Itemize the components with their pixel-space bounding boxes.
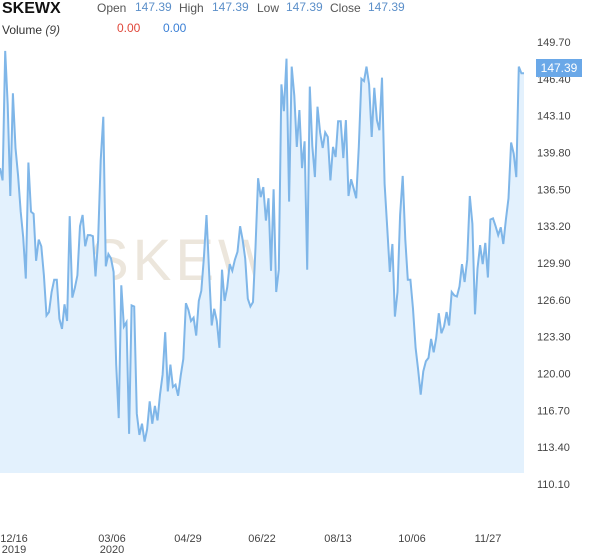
x-tick-year: 2019	[2, 544, 26, 556]
low-label: Low	[257, 1, 280, 15]
y-tick-label: 139.80	[537, 148, 571, 160]
y-tick-label: 136.50	[537, 184, 571, 196]
x-tick-year: 2020	[100, 544, 124, 556]
y-tick-label: 123.30	[537, 332, 571, 344]
high-label: High	[179, 1, 204, 15]
x-tick-label: 04/29	[174, 533, 202, 545]
x-tick-label: 03/06	[98, 533, 126, 545]
quote-header: SKEWX Open 147.39 High 147.39 Low 147.39…	[0, 0, 601, 40]
x-tick-label: 10/06	[398, 533, 426, 545]
x-tick-label: 06/22	[248, 533, 276, 545]
low-value: 147.39	[286, 0, 323, 14]
y-axis: 149.70 146.40 143.10 139.80 136.50 133.20 129.…	[537, 37, 571, 491]
volume-period: (9)	[45, 23, 61, 37]
symbol-title: SKEWX	[2, 0, 61, 17]
volume-value-2: 0.00	[163, 21, 187, 35]
y-tick-label: 126.60	[537, 295, 571, 307]
y-tick-label: 113.40	[537, 442, 570, 454]
volume-label: Volume (9)	[2, 23, 61, 37]
high-value: 147.39	[212, 0, 249, 14]
open-label: Open	[97, 1, 127, 15]
y-tick-label: 120.00	[537, 369, 571, 381]
price-line[interactable]	[0, 50, 524, 442]
y-tick-label: 129.90	[537, 258, 571, 270]
volume-value-1: 0.00	[117, 21, 141, 35]
x-tick-label: 11/27	[475, 533, 502, 545]
y-tick-label: 143.10	[537, 111, 571, 123]
x-tick-label: 12/16	[0, 533, 28, 545]
y-tick-label: 133.20	[537, 221, 571, 233]
y-tick-label: 110.10	[537, 479, 570, 491]
y-tick-label: 146.40	[537, 74, 571, 86]
open-value: 147.39	[135, 0, 172, 14]
y-tick-label: 149.70	[537, 37, 571, 49]
x-tick-label: 08/13	[324, 533, 352, 545]
close-label: Close	[330, 1, 361, 15]
close-value: 147.39	[368, 0, 405, 14]
y-tick-label: 116.70	[537, 405, 570, 417]
last-price-marker: 147.39	[536, 58, 582, 77]
